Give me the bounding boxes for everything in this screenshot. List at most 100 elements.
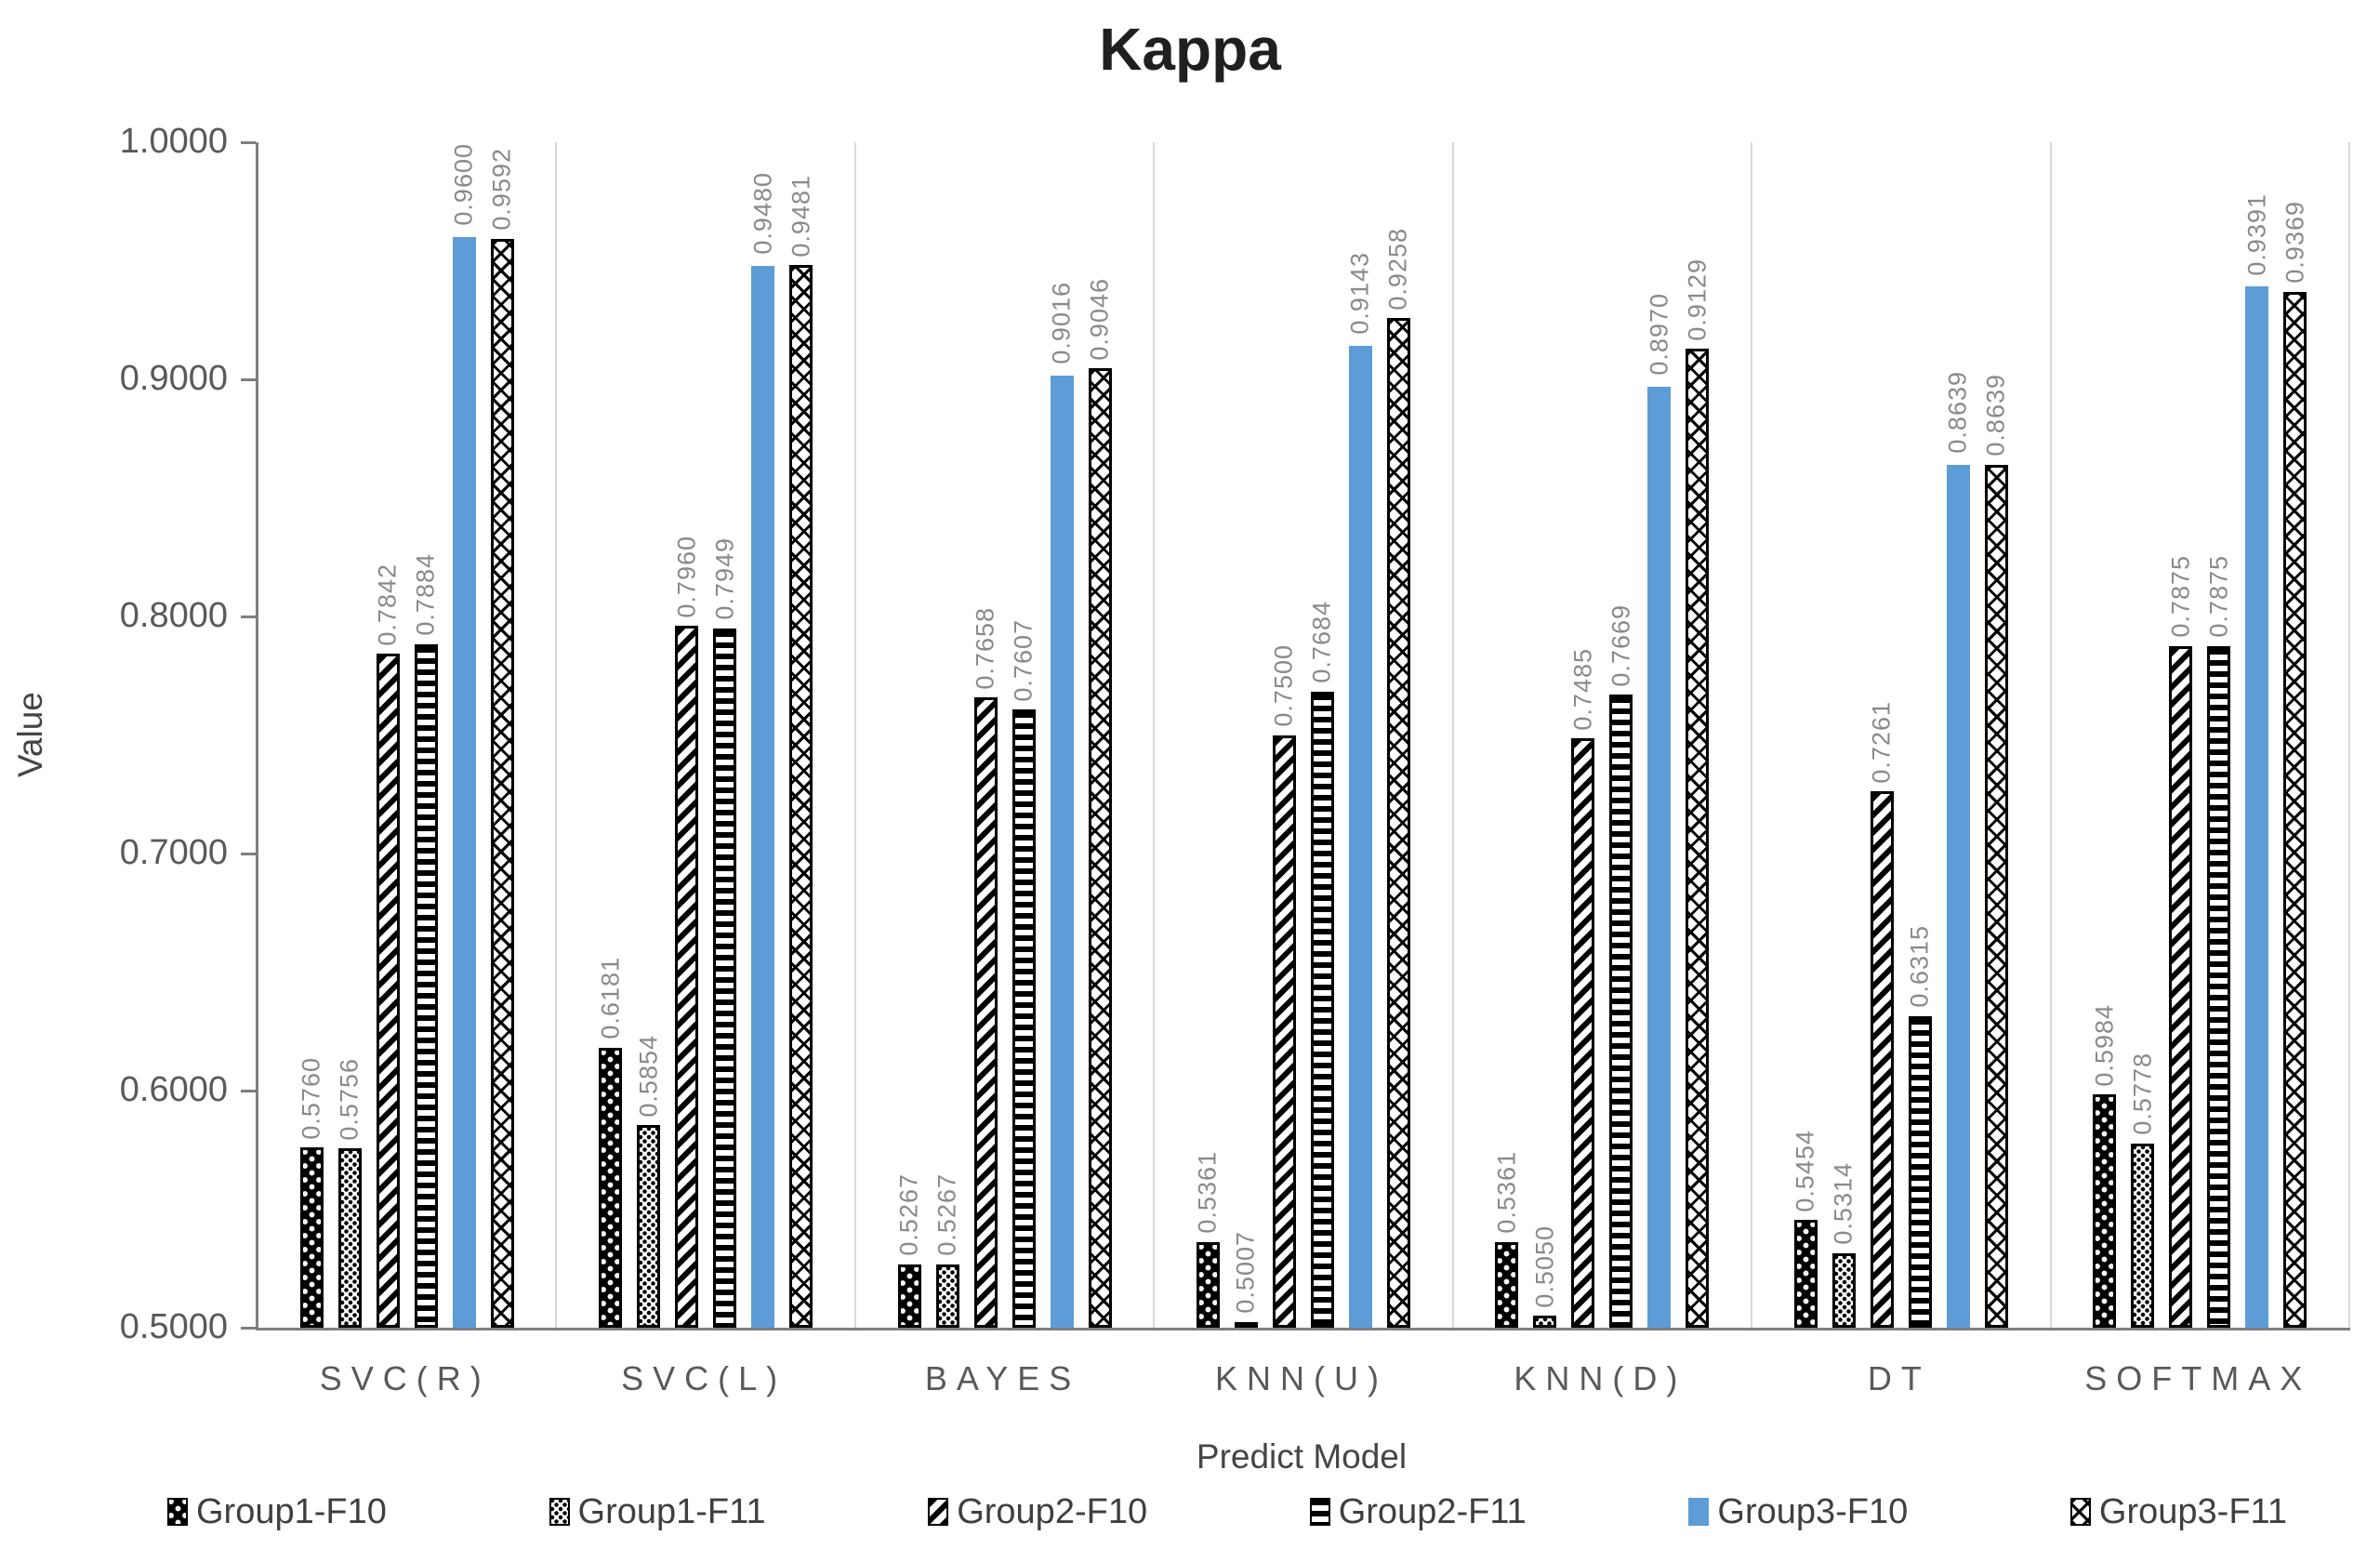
bar-value-label: 0.9016: [1047, 282, 1076, 364]
category-label-SOFTMAX: SOFTMAX: [2084, 1359, 2312, 1397]
y-tick-mark: [241, 1326, 256, 1330]
legend-swatch-solid-blue: [1688, 1498, 1710, 1526]
y-tick-label: 0.6000: [119, 1070, 228, 1109]
bar-Group2-F10: 0.7485: [1568, 648, 1596, 1328]
legend-swatch-black-dots-on-white: [549, 1498, 570, 1526]
category-label-DT: DT: [1867, 1359, 1931, 1397]
y-tick-mark: [241, 377, 256, 381]
bar-Group2-F10: 0.7875: [2166, 555, 2194, 1328]
bar-value-label: 0.9258: [1383, 227, 1412, 311]
y-tick-label: 1.0000: [119, 122, 228, 161]
bar-value-label: 0.9046: [1085, 277, 1114, 361]
legend-label: Group1-F10: [196, 1491, 387, 1531]
bar-Group1-F11: 0.5756: [336, 1058, 364, 1328]
category-group-SVC(R): 0.5760 0.5756 0.7842 0.7884 0.9600 0.9592: [258, 142, 558, 1328]
bar-Group1-F10: 0.5361: [1194, 1151, 1222, 1328]
bar-Group1-F11: 0.5314: [1830, 1162, 1858, 1328]
plot-area: 0.5760 0.5756 0.7842 0.7884 0.9600 0.9592 0.61…: [256, 142, 2350, 1330]
bar-Group2-F11: 0.7875: [2204, 555, 2232, 1328]
bar-value-label: 0.5854: [634, 1034, 663, 1118]
bar-value-label: 0.8639: [1981, 374, 2010, 457]
y-tick-label: 0.8000: [119, 596, 228, 635]
legend-item-Group3-F11: Group3-F11: [2069, 1492, 2287, 1532]
category-label-SVC(L): SVC(L): [621, 1359, 787, 1397]
bar-value-label: 0.6181: [596, 957, 625, 1039]
category-label-KNN(U): KNN(U): [1215, 1359, 1388, 1397]
bar-Group3-F11: 0.9046: [1086, 278, 1114, 1328]
y-tick-mark: [241, 140, 256, 144]
category-group-BAYES: 0.5267 0.5267 0.7658 0.7607 0.9016 0.9046: [856, 142, 1156, 1328]
y-tick-label: 0.9000: [119, 359, 228, 398]
bar-value-label: 0.7842: [373, 563, 402, 646]
legend-label: Group1-F11: [577, 1491, 766, 1531]
legend-item-Group1-F11: Group1-F11: [549, 1492, 766, 1532]
bar-Group1-F11: 0.5050: [1530, 1225, 1558, 1328]
bar-value-label: 0.9480: [748, 172, 777, 255]
legend-swatch-white-dots-on-black: [167, 1498, 188, 1526]
bar-value-label: 0.7669: [1606, 603, 1635, 687]
bar-Group2-F11: 0.7607: [1010, 619, 1038, 1328]
bar-Group3-F10: 0.9600: [450, 143, 478, 1328]
bar-Group3-F10: 0.9480: [748, 172, 776, 1328]
category-group-SVC(L): 0.6181 0.5854 0.7960 0.7949 0.9480 0.9481: [557, 142, 856, 1328]
legend-swatch-diagonal-stripes: [928, 1498, 949, 1526]
bar-value-label: 0.5984: [2090, 1003, 2119, 1087]
bar-value-label: 0.5007: [1231, 1231, 1260, 1314]
legend-item-Group3-F10: Group3-F10: [1688, 1492, 1908, 1532]
bar-value-label: 0.5756: [335, 1057, 364, 1141]
legend-item-Group1-F10: Group1-F10: [167, 1492, 387, 1532]
bar-Group2-F10: 0.7658: [972, 607, 999, 1328]
bar-value-label: 0.8639: [1943, 371, 1972, 455]
bar-Group3-F11: 0.9592: [488, 148, 516, 1328]
bar-Group1-F10: 0.5984: [2090, 1004, 2118, 1328]
bar-Group3-F10: 0.9391: [2242, 193, 2270, 1328]
bar-value-label: 0.5361: [1492, 1151, 1521, 1234]
y-tick-mark: [241, 852, 256, 855]
bar-value-label: 0.9481: [787, 174, 815, 258]
bar-Group3-F11: 0.9369: [2281, 201, 2308, 1328]
bar-Group2-F10: 0.7261: [1868, 701, 1896, 1328]
bar-value-label: 0.9143: [1345, 251, 1374, 335]
bar-value-label: 0.5778: [2128, 1052, 2157, 1135]
bar-value-label: 0.7485: [1568, 647, 1597, 731]
bar-value-label: 0.7875: [2166, 555, 2195, 638]
category-group-SOFTMAX: 0.5984 0.5778 0.7875 0.7875 0.9391 0.9369: [2052, 142, 2350, 1328]
bar-Group1-F11: 0.5854: [634, 1035, 662, 1328]
bar-Group3-F11: 0.8639: [1982, 374, 2010, 1328]
bar-Group3-F10: 0.9143: [1346, 252, 1374, 1328]
bar-value-label: 0.9391: [2242, 192, 2271, 276]
legend-swatch-diagonal-lattice: [2069, 1498, 2091, 1526]
bar-value-label: 0.5050: [1530, 1224, 1559, 1308]
legend: Group1-F10 Group1-F11 Group2-F10 Group2-F11…: [167, 1486, 2287, 1538]
y-tick-label: 0.5000: [119, 1307, 228, 1346]
bar-Group2-F11: 0.7684: [1308, 601, 1336, 1328]
bar-value-label: 0.7658: [971, 606, 999, 690]
chart-title: Kappa: [1099, 16, 1281, 83]
bar-Group2-F10: 0.7842: [374, 563, 402, 1328]
legend-swatch-horizontal-stripes: [1309, 1498, 1330, 1526]
bar-value-label: 0.7949: [710, 537, 739, 621]
bar-Group1-F11: 0.5778: [2128, 1052, 2156, 1328]
bar-value-label: 0.7684: [1307, 601, 1336, 683]
bar-value-label: 0.7500: [1269, 643, 1298, 727]
y-tick-mark: [241, 615, 256, 618]
bar-value-label: 0.7875: [2204, 555, 2233, 638]
category-label-KNN(D): KNN(D): [1514, 1359, 1687, 1397]
x-axis-title: Predict Model: [1196, 1437, 1408, 1476]
legend-label: Group3-F10: [1717, 1491, 1909, 1531]
bar-Group3-F10: 0.8970: [1645, 293, 1673, 1328]
category-group-KNN(D): 0.5361 0.5050 0.7485 0.7669 0.8970 0.9129: [1454, 142, 1753, 1328]
bar-value-label: 0.9369: [2281, 201, 2309, 284]
bar-value-label: 0.7607: [1009, 618, 1038, 702]
bar-Group2-F11: 0.7884: [412, 553, 440, 1328]
bar-Group3-F11: 0.9129: [1683, 258, 1711, 1328]
y-tick-mark: [241, 1089, 256, 1092]
bar-value-label: 0.5267: [894, 1173, 923, 1256]
bar-value-label: 0.6315: [1905, 925, 1934, 1008]
bar-value-label: 0.7884: [411, 553, 440, 636]
bar-Group2-F10: 0.7960: [672, 536, 700, 1328]
category-label-SVC(R): SVC(R): [319, 1359, 491, 1397]
category-group-DT: 0.5454 0.5314 0.7261 0.6315 0.8639 0.8639: [1752, 142, 2052, 1328]
category-label-BAYES: BAYES: [924, 1359, 1081, 1397]
bar-value-label: 0.8970: [1645, 293, 1673, 376]
